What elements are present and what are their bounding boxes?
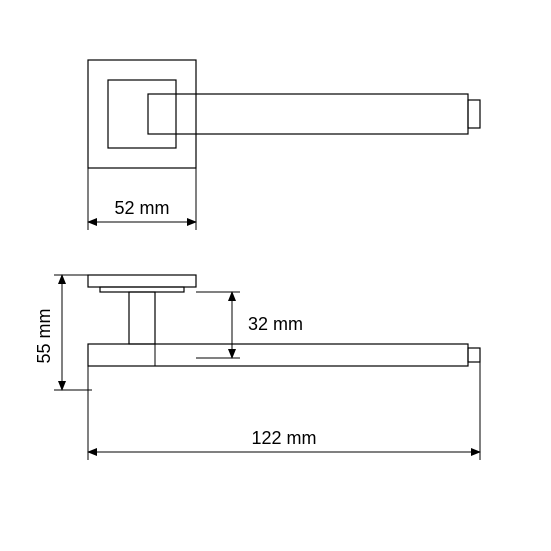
dim-label-lever-drop: 32 mm	[248, 314, 303, 334]
dimension-rose-width: 52 mm	[88, 168, 196, 230]
lever-end-step	[468, 100, 480, 128]
rose-inner	[108, 80, 176, 148]
dim-label-rose-width: 52 mm	[114, 198, 169, 218]
dimension-overall-length: 122 mm	[88, 362, 480, 460]
rose-step	[100, 287, 184, 292]
dim-label-overall-length: 122 mm	[251, 428, 316, 448]
dimension-overall-height: 55 mm	[34, 275, 88, 390]
lever-body	[88, 344, 468, 366]
technical-drawing: 52 mm 55 mm 32 mm 122 mm	[0, 0, 551, 551]
spindle	[129, 292, 155, 344]
top-view	[88, 60, 480, 168]
rose-outer	[88, 60, 196, 168]
lever-end-step-side	[468, 348, 480, 362]
rose-plate	[88, 275, 196, 287]
dim-label-overall-height: 55 mm	[34, 308, 54, 363]
dimension-lever-drop: 32 mm	[196, 292, 303, 358]
